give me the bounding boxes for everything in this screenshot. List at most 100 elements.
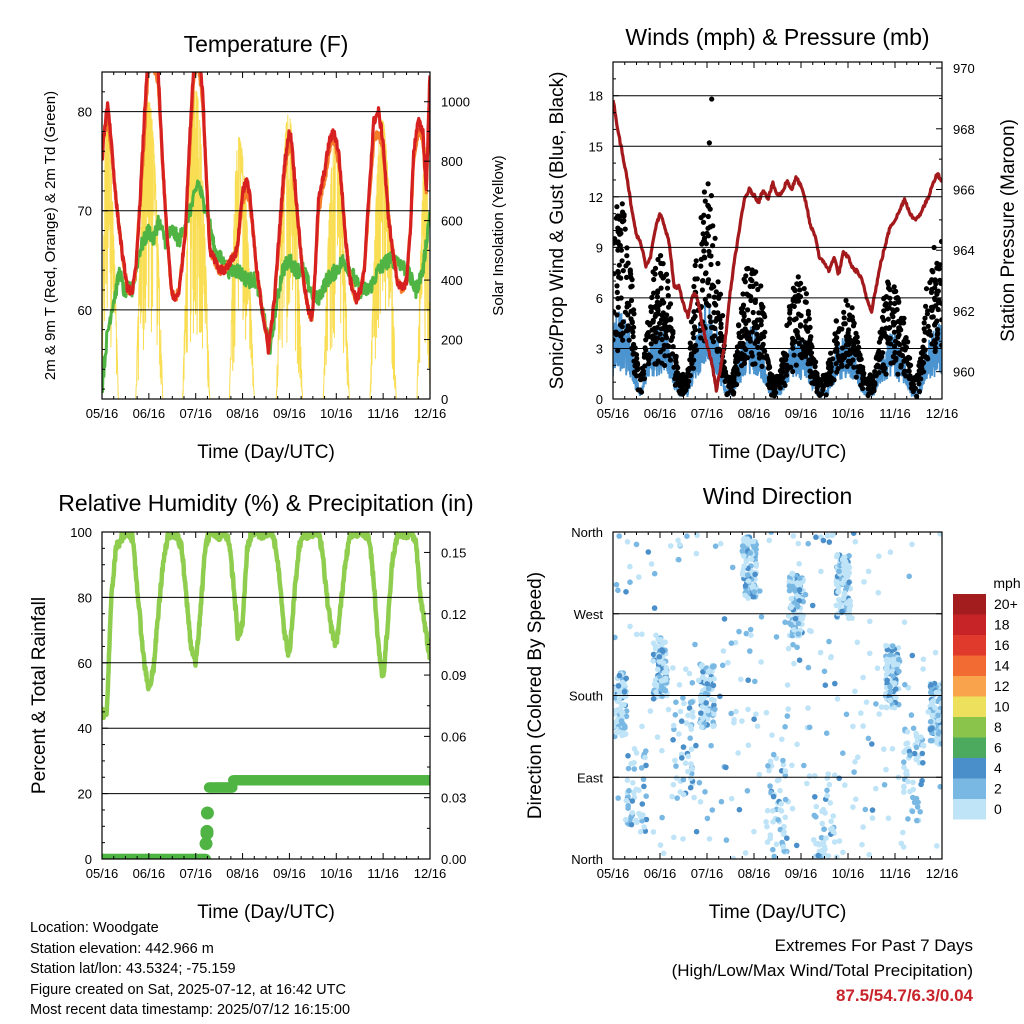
gust-point (876, 348, 882, 354)
direction-point (901, 789, 907, 795)
direction-point (673, 699, 679, 705)
gust-point (918, 365, 925, 371)
gust-point (651, 290, 657, 296)
humidity-precip-panel: 05/16 06/16 07/16 08/16 09/16 10/16 11/16 12/16… (29, 490, 474, 923)
gust-point (624, 253, 630, 259)
gust-point (871, 386, 877, 392)
direction-point (831, 772, 838, 778)
direction-point (699, 662, 705, 668)
plot-area (102, 532, 430, 859)
direction-point (770, 846, 776, 853)
direction-point (823, 835, 829, 841)
gust-point (782, 382, 788, 388)
direction-point (639, 818, 645, 824)
y-tick-label: 70 (78, 204, 92, 219)
direction-point (863, 699, 870, 705)
direction-point (623, 797, 630, 804)
pressure-series (613, 99, 942, 393)
direction-point (615, 683, 622, 689)
direction-point (721, 616, 728, 622)
direction-point (625, 765, 632, 772)
direction-point (937, 783, 942, 790)
direction-point (688, 726, 695, 732)
gust-point (668, 337, 674, 343)
direction-point (745, 742, 752, 748)
gust-point (714, 348, 720, 354)
gust-point (741, 313, 747, 319)
gust-point (932, 322, 938, 328)
direction-point (820, 839, 827, 846)
plot-area (613, 96, 942, 399)
y-right-tick-label: 0.00 (441, 852, 466, 867)
gust-point (708, 319, 714, 325)
gust-point (834, 369, 840, 375)
x-tick-label: 05/16 (597, 406, 630, 421)
direction-point (720, 648, 727, 654)
direction-point (788, 604, 794, 611)
gust-point (924, 311, 931, 317)
direction-point (850, 804, 856, 810)
gust-point (666, 353, 672, 359)
direction-point (650, 651, 657, 658)
gust-point (827, 360, 834, 366)
gust-point (762, 314, 768, 320)
direction-point (703, 700, 709, 706)
gust-point (705, 233, 712, 239)
gust-point (891, 289, 897, 295)
rh-line (102, 532, 430, 721)
gust-point (793, 362, 799, 368)
direction-point (795, 631, 802, 637)
gust-point (692, 342, 699, 348)
gust-point (806, 316, 812, 322)
direction-point (768, 532, 774, 535)
gust-point (865, 392, 871, 399)
gust-point (757, 317, 763, 323)
gust-point (787, 316, 793, 322)
direction-point (920, 666, 926, 672)
direction-point (785, 706, 791, 712)
gust-point (855, 364, 861, 370)
direction-point (940, 679, 942, 685)
pressure-line (613, 99, 942, 393)
direction-point (938, 740, 942, 747)
direction-point (719, 662, 726, 669)
precip-point (200, 806, 214, 820)
gust-point (831, 338, 838, 344)
y-right-tick-label: 200 (441, 333, 463, 348)
direction-point (830, 532, 837, 537)
direction-point (843, 584, 850, 591)
direction-point (780, 844, 787, 850)
y-axis-title: Sonic/Prop Wind & Gust (Blue, Black) (547, 72, 568, 390)
gust-point (841, 309, 847, 315)
direction-point (770, 751, 777, 758)
gust-point (808, 358, 814, 364)
x-tick-label: 05/16 (597, 866, 630, 881)
gust-point (703, 270, 709, 276)
station-latlon: Station lat/lon: 43.5324; -75.159 (30, 961, 236, 977)
direction-point (680, 744, 687, 750)
legend-label: 0 (994, 801, 1002, 817)
direction-point (910, 794, 916, 801)
direction-point (777, 787, 783, 794)
gust-point (614, 283, 620, 289)
direction-point (850, 723, 856, 730)
gust-point (734, 366, 740, 372)
gust-point (680, 390, 686, 396)
direction-point (660, 850, 667, 857)
gust-point (798, 280, 804, 286)
gust-point (898, 315, 905, 321)
gust-point (854, 334, 860, 340)
gust-point (851, 364, 857, 370)
gust-point (853, 352, 859, 358)
gust-point (650, 319, 656, 325)
gust-point (663, 332, 669, 338)
direction-point (876, 711, 882, 717)
legend-swatch (953, 614, 986, 635)
gust-point (733, 359, 739, 365)
gust-point (814, 385, 820, 391)
gust-point (771, 386, 777, 392)
gust-point (887, 341, 894, 347)
gust-point (620, 337, 626, 343)
direction-point (859, 841, 865, 848)
gust-point (803, 291, 810, 297)
